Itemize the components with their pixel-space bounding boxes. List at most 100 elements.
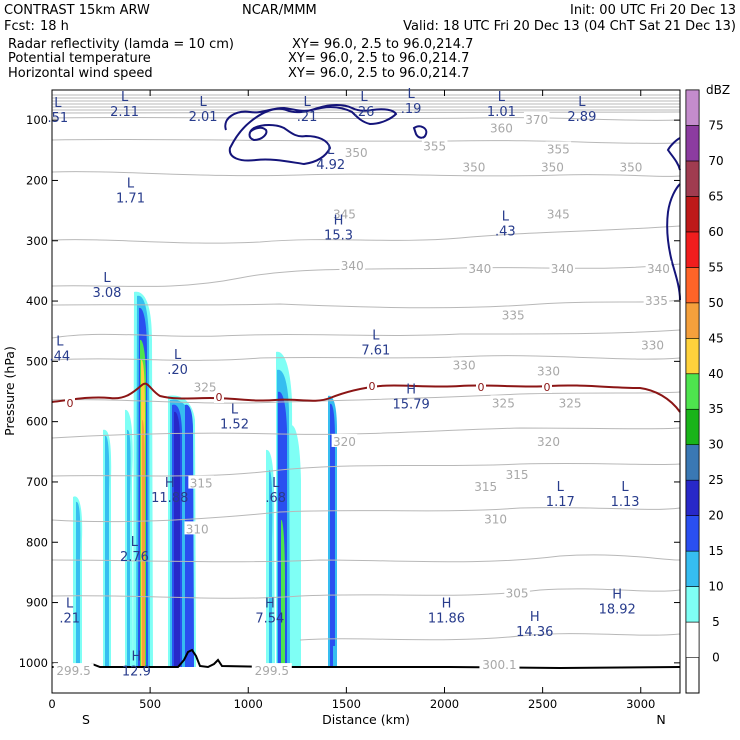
colorbar-swatch (685, 621, 700, 658)
colorbar-swatch (685, 337, 700, 375)
theta-label-bg (482, 511, 509, 525)
theta-contour-label: 350 (541, 161, 564, 175)
colorbar-tick-label: 15 (708, 544, 723, 558)
theta-contour-label: 335 (645, 294, 668, 308)
y-tick-label: 500 (26, 354, 48, 368)
y-tick-label: 900 (26, 596, 48, 610)
y-tick-label: 100 (26, 113, 48, 127)
reflectivity-cell (185, 404, 194, 667)
wind-extremum-type: L (304, 95, 312, 110)
theta-contour (51, 554, 681, 563)
wind-extremum-type: L (327, 143, 335, 158)
theta-contour-label: 350 (345, 146, 368, 160)
theta-contour-label: 370 (525, 113, 548, 127)
wind-extremum-type: H (131, 650, 141, 665)
theta-contour (51, 329, 681, 339)
colorbar-swatch (685, 196, 700, 233)
colorbar-swatch (685, 444, 700, 481)
y-tick-label: 1000 (19, 656, 48, 670)
wind-extremum-type: H (442, 597, 452, 612)
x-tick-label: 500 (139, 697, 161, 711)
wind-extremum-value: 1.52 (220, 417, 249, 432)
wind-extremum-type: L (56, 334, 64, 349)
theta-label-bg (645, 260, 672, 274)
freezing-label-bg (542, 381, 552, 393)
wind-extremum-value: 3.08 (92, 286, 121, 301)
theta-contour-label: 340 (468, 262, 491, 276)
colorbar-swatch (685, 515, 700, 552)
wind-extremum-type: L (360, 90, 368, 105)
colorbar-swatch (685, 160, 700, 197)
theta-contour-label: 305 (506, 586, 529, 600)
theta-contour-label: 345 (547, 208, 570, 222)
theta-label-bg (500, 307, 526, 321)
wind-extremum-value: .43 (495, 224, 516, 239)
wind-extremum-value: 2.89 (567, 110, 596, 125)
reflectivity-cell (76, 501, 81, 667)
wind-extremum-value: 4.92 (316, 158, 345, 173)
wind-extremum-type: L (578, 95, 586, 110)
theta-contour-label: 340 (647, 262, 670, 276)
theta-contour (51, 391, 681, 404)
theta-label-bg (479, 657, 520, 671)
theta-contour-label: 360 (490, 121, 513, 135)
field-2-xy: XY= 96.0, 2.5 to 96.0,214.7 (288, 51, 469, 66)
wind-extremum-value: .26 (354, 105, 375, 120)
theta-label-bg (251, 663, 292, 677)
theta-contour (51, 507, 681, 523)
theta-label-bg (331, 206, 358, 220)
theta-label-bg (523, 111, 550, 125)
theta-label-bg (618, 159, 644, 173)
wind-extremum-value: .19 (401, 102, 422, 117)
init-time: Init: 00 UTC Fri 20 Dec 13 (570, 3, 736, 18)
theta-contour-label: 315 (506, 468, 529, 482)
wind-extremum-type: L (54, 96, 62, 111)
theta-contour-label: 310 (484, 513, 507, 527)
wind-extremum-type: L (66, 597, 74, 612)
theta-label-bg (53, 663, 94, 677)
freezing-level-label: 0 (544, 381, 551, 394)
y-tick-label: 200 (26, 173, 48, 187)
wind-extremum-type: L (199, 95, 207, 110)
wind-extremum-value: 15.79 (393, 398, 430, 413)
fcst-label: Fcst: (4, 19, 35, 34)
colorbar-swatch (685, 302, 700, 339)
reflectivity-cell (269, 469, 273, 667)
wind-extremum-value: 1.01 (487, 105, 516, 120)
wind-extremum-value: 11.86 (428, 612, 465, 627)
model-title: CONTRAST 15km ARW (4, 3, 150, 18)
x-tick-label: 1500 (332, 697, 361, 711)
wind-extremum-value: 2.01 (189, 110, 218, 125)
theta-label-bg (488, 120, 515, 134)
freezing-label-bg (214, 391, 224, 403)
colorbar-swatch (685, 89, 700, 126)
theta-contour-label: 340 (341, 259, 364, 273)
wind-extremum-value: 14.36 (516, 625, 553, 640)
wind-extremum-type: L (131, 535, 139, 550)
theta-label-bg (643, 292, 670, 306)
colorbar-swatch (685, 267, 700, 304)
theta-contour-label: 355 (423, 139, 446, 153)
theta-contour-label: 350 (462, 161, 485, 175)
wind-extremum-value: .20 (167, 363, 188, 378)
wind-extremum-value: 11.88 (151, 491, 188, 506)
colorbar-tick-label: 5 (712, 615, 720, 629)
theta-contour-label: 299.5 (255, 664, 289, 678)
colorbar-swatch (685, 408, 700, 446)
wind-extremum-type: H (530, 610, 540, 625)
center-title: NCAR/MMM (242, 3, 317, 18)
field-1-name: Radar reflectivity (lamda = 10 cm) (8, 37, 234, 52)
theta-label-bg (490, 395, 517, 409)
reflectivity-cell (281, 519, 285, 667)
wind-extremum-value: .68 (265, 491, 286, 506)
theta-contour (51, 94, 681, 114)
theta-label-bg (545, 141, 572, 155)
theta-contour-label: 325 (559, 396, 582, 410)
wind-extremum-type: L (498, 90, 506, 105)
wind-speed-contours (224, 104, 681, 301)
theta-contour (51, 171, 681, 177)
theta-contour-label: 325 (492, 396, 515, 410)
theta-contours (51, 94, 681, 641)
colorbar-scale: 0 5 10 15 20 25 30 35 40 45 50 55 60 65 70 75 (685, 89, 724, 665)
